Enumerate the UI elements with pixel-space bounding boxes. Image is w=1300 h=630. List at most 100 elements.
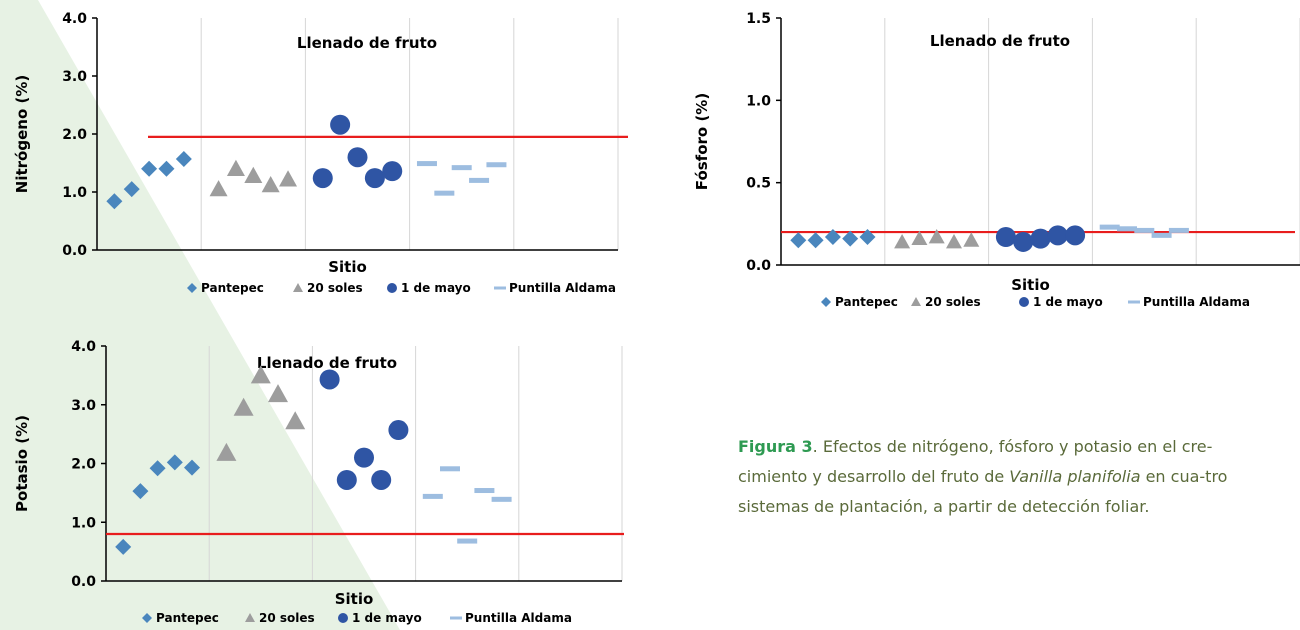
y-tick-label: 1.5 <box>746 11 771 27</box>
y-tick-label: 2.0 <box>62 127 87 143</box>
data-point-soles <box>911 230 928 246</box>
legend-marker-pantepec <box>821 297 831 307</box>
data-point-aldama <box>486 162 507 168</box>
data-point-mayo <box>319 369 340 390</box>
data-point-soles <box>285 411 306 430</box>
y-tick-label: 1.0 <box>746 93 771 109</box>
legend-label: Puntilla Aldama <box>1143 295 1250 309</box>
legend-label: 1 de mayo <box>401 281 471 295</box>
data-point-pantepec <box>790 232 807 249</box>
data-point-pantepec <box>175 150 192 167</box>
legend-marker-pantepec <box>187 283 197 293</box>
data-point-pantepec <box>158 160 175 177</box>
data-point-pantepec <box>842 230 859 247</box>
data-point-aldama <box>416 161 437 167</box>
data-point-soles <box>946 233 962 249</box>
data-point-aldama <box>1134 227 1155 233</box>
y-tick-label: 4.0 <box>62 11 87 27</box>
data-point-aldama <box>457 538 478 544</box>
legend-label: 1 de mayo <box>352 611 422 625</box>
data-point-aldama <box>1099 224 1120 230</box>
x-axis-label: Sitio <box>328 258 367 276</box>
caption-text-2: en cua-tro sistemas de plantación, a par… <box>738 467 1228 516</box>
data-point-aldama <box>1117 226 1137 232</box>
data-point-soles <box>226 159 245 176</box>
data-point-mayo <box>382 161 403 182</box>
caption-species: Vanilla planifolia <box>1009 467 1141 486</box>
chart-title: Llenado de fruto <box>257 354 397 372</box>
data-point-aldama <box>469 177 490 183</box>
data-point-soles <box>244 166 263 183</box>
data-point-mayo <box>1047 225 1068 246</box>
legend-marker-soles <box>293 283 303 292</box>
legend-label: Pantepec <box>156 611 219 625</box>
data-point-mayo <box>1030 228 1051 249</box>
legend-label: 20 soles <box>307 281 363 295</box>
y-tick-label: 0.0 <box>71 574 96 590</box>
data-point-mayo <box>347 147 368 168</box>
potassium-chart: 0.0 1.0 2.0 3.0 4.0 Llenado de fruto Potasio (… <box>13 339 624 625</box>
legend-marker-mayo <box>387 283 397 293</box>
data-point-mayo <box>995 227 1016 248</box>
data-point-soles <box>209 180 228 197</box>
data-point-pantepec <box>859 229 876 246</box>
data-point-soles <box>250 365 271 384</box>
data-point-pantepec <box>184 459 200 476</box>
y-tick-label: 0.5 <box>746 176 771 192</box>
chart-title: Llenado de fruto <box>930 32 1070 50</box>
data-point-pantepec <box>106 193 123 210</box>
data-point-pantepec <box>824 229 841 246</box>
data-point-mayo <box>336 469 357 490</box>
data-point-aldama <box>474 488 495 494</box>
data-point-soles <box>894 233 911 249</box>
data-point-aldama <box>434 190 455 196</box>
phosphorus-chart: 0.0 0.5 1.0 1.5 Llenado de fruto Fósforo (%) S… <box>693 11 1300 309</box>
y-tick-label: 2.0 <box>71 457 96 473</box>
nitrogen-chart: 0.0 1.0 2.0 3.0 4.0 Llenado de fruto Nitrógeno… <box>13 11 628 295</box>
legend-label: Pantepec <box>835 295 898 309</box>
chart-title: Llenado de fruto <box>297 34 437 52</box>
legend-marker-aldama <box>1128 300 1140 304</box>
data-point-mayo <box>330 114 351 135</box>
data-point-aldama <box>1151 232 1172 238</box>
data-point-mayo <box>1013 231 1034 252</box>
data-point-soles <box>261 176 280 193</box>
legend-label: 20 soles <box>925 295 981 309</box>
legend-label: Pantepec <box>201 281 264 295</box>
data-point-mayo <box>312 168 333 189</box>
x-axis-label: Sitio <box>1011 276 1050 294</box>
data-point-pantepec <box>166 454 183 471</box>
data-point-soles <box>216 442 237 461</box>
data-point-aldama <box>422 493 443 499</box>
y-tick-label: 0.0 <box>62 243 87 259</box>
data-point-mayo <box>1065 225 1086 246</box>
legend-marker-mayo <box>1019 297 1029 307</box>
data-point-pantepec <box>115 538 132 555</box>
data-point-mayo <box>364 168 385 189</box>
legend-label: 20 soles <box>259 611 315 625</box>
data-point-aldama <box>451 165 472 171</box>
caption-text-1: . Efectos de nitrógeno, fósforo y potasi… <box>738 437 1213 486</box>
legend-label: 1 de mayo <box>1033 295 1103 309</box>
data-point-pantepec <box>123 181 140 198</box>
legend-label: Puntilla Aldama <box>465 611 572 625</box>
legend-marker-soles <box>911 297 921 306</box>
data-point-soles <box>268 384 288 403</box>
y-axis-label: Potasio (%) <box>13 415 31 512</box>
data-point-mayo <box>371 469 392 490</box>
data-point-aldama <box>491 496 512 502</box>
data-point-pantepec <box>132 483 149 500</box>
legend-marker-mayo <box>338 613 348 623</box>
data-point-soles <box>963 232 980 247</box>
data-point-aldama <box>440 466 460 472</box>
data-point-mayo <box>354 447 374 468</box>
data-point-pantepec <box>149 460 166 477</box>
y-tick-label: 1.0 <box>71 515 96 531</box>
y-axis-label: Nitrógeno (%) <box>13 75 31 193</box>
data-point-aldama <box>1168 227 1189 233</box>
data-point-soles <box>928 229 945 244</box>
data-point-mayo <box>388 420 409 441</box>
legend-marker-pantepec <box>142 613 152 623</box>
y-axis-label: Fósforo (%) <box>693 93 711 190</box>
